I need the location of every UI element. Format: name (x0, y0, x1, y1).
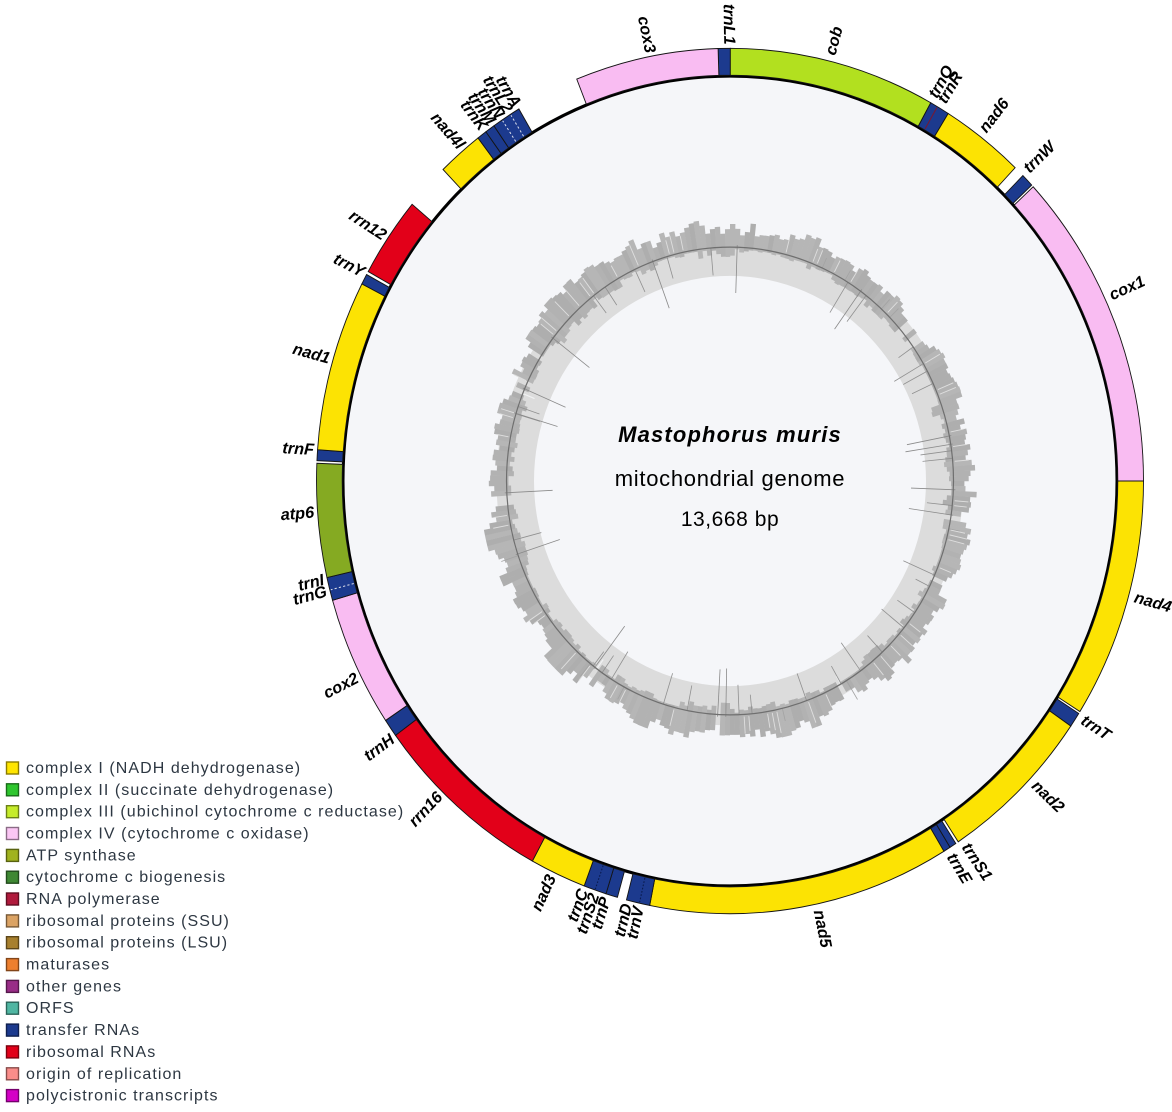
svg-text:complex III (ubichinol cytochr: complex III (ubichinol cytochrome c redu… (26, 804, 404, 821)
svg-text:trnL1: trnL1 (720, 4, 739, 45)
svg-text:Mastophorus muris: Mastophorus muris (618, 422, 842, 447)
svg-text:trnI: trnI (296, 571, 326, 595)
svg-text:cytochrome c biogenesis: cytochrome c biogenesis (26, 869, 226, 886)
svg-text:RNA polymerase: RNA polymerase (26, 891, 161, 908)
svg-text:ORFS: ORFS (26, 1000, 75, 1017)
svg-text:ATP synthase: ATP synthase (26, 847, 137, 864)
svg-text:complex I (NADH dehydrogenase): complex I (NADH dehydrogenase) (26, 760, 301, 777)
svg-text:maturases: maturases (26, 957, 110, 974)
svg-text:mitochondrial genome: mitochondrial genome (615, 466, 845, 491)
svg-text:transfer RNAs: transfer RNAs (26, 1022, 140, 1039)
svg-text:ribosomal proteins (LSU): ribosomal proteins (LSU) (26, 935, 228, 952)
svg-text:polycistronic transcripts: polycistronic transcripts (26, 1088, 219, 1105)
svg-text:ribosomal RNAs: ribosomal RNAs (26, 1044, 156, 1061)
svg-text:atp6: atp6 (280, 503, 316, 524)
svg-text:origin of replication: origin of replication (26, 1066, 182, 1083)
svg-text:other genes: other genes (26, 978, 122, 995)
svg-text:trnF: trnF (282, 439, 316, 459)
svg-text:complex II (succinate dehydrog: complex II (succinate dehydrogenase) (26, 782, 334, 799)
svg-text:13,668 bp: 13,668 bp (681, 508, 779, 531)
svg-text:ribosomal proteins (SSU): ribosomal proteins (SSU) (26, 913, 230, 930)
svg-text:complex IV (cytochrome c oxida: complex IV (cytochrome c oxidase) (26, 826, 310, 843)
